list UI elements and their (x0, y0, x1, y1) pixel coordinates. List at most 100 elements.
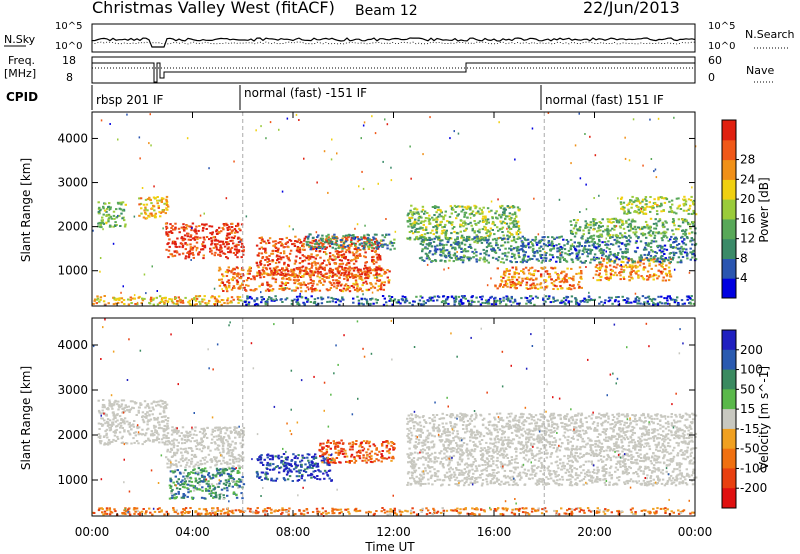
power-cell (554, 271, 557, 274)
power-cell (486, 241, 489, 244)
power-cell (581, 261, 584, 264)
power-cell (340, 272, 343, 275)
power-noise-cell (602, 303, 604, 306)
power-cell (574, 300, 578, 303)
power-cell (634, 241, 638, 244)
power-cell (522, 268, 525, 271)
velocity-cell (231, 467, 234, 470)
power-cell (656, 245, 659, 248)
power-cell (684, 234, 687, 237)
power-cell (658, 260, 661, 263)
power-cell (453, 246, 457, 249)
power-cell (660, 237, 664, 240)
power-cell (494, 301, 498, 304)
velocity-cell (225, 429, 229, 432)
power-cell (285, 278, 288, 280)
power-cell (102, 207, 105, 210)
power-cell (321, 267, 324, 270)
velocity-cell (180, 437, 184, 440)
power-cell (367, 271, 370, 274)
power-cell (296, 299, 299, 302)
power-cell (504, 208, 507, 211)
power-cell (532, 247, 535, 250)
power-cell (478, 239, 481, 242)
power-cell (604, 228, 607, 231)
power-cell (410, 204, 413, 207)
power-cell (615, 241, 618, 244)
power-cell (596, 267, 600, 270)
power-cell (490, 245, 493, 248)
power-cell (469, 208, 472, 211)
power-cell (118, 299, 121, 301)
power-cell (363, 234, 366, 237)
power-noise-cell (673, 116, 675, 119)
velocity-cell (227, 449, 230, 452)
power-cell (560, 301, 563, 304)
power-cell (335, 274, 339, 277)
freq-tick-bottom: 8 (66, 71, 73, 84)
power-cell (316, 254, 319, 257)
power-cell (268, 237, 272, 240)
power-cell (387, 233, 391, 236)
velocity-cell (239, 478, 242, 481)
velocity-cell (214, 448, 217, 451)
power-cell (558, 236, 561, 239)
power-cell (621, 257, 625, 260)
power-cell (494, 303, 498, 306)
power-cell (283, 261, 286, 264)
power-cell (565, 239, 568, 241)
power-cell (644, 207, 647, 210)
power-cell (647, 226, 650, 229)
power-cell (635, 231, 638, 234)
power-cell (461, 205, 464, 208)
power-cell (637, 299, 641, 302)
power-cell (352, 269, 356, 272)
power-cell (176, 300, 179, 303)
velocity-cell (229, 426, 232, 429)
velocity-cell (241, 456, 244, 459)
power-cell (592, 220, 595, 223)
power-cell (558, 248, 561, 251)
power-cell (445, 298, 449, 301)
power-cell (213, 297, 217, 300)
power-noise-cell (363, 121, 366, 124)
velocity-cell (182, 434, 186, 437)
power-cell (638, 258, 641, 261)
power-cell (281, 272, 285, 275)
power-cell (219, 268, 222, 271)
velocity-cell (238, 434, 242, 437)
velocity-cell (189, 440, 192, 443)
power-cell (490, 248, 493, 251)
power-cell (303, 302, 306, 305)
power-cell (564, 274, 567, 277)
power-cell (230, 246, 234, 249)
power-cell (512, 255, 516, 258)
power-cell (453, 303, 456, 306)
power-cell (458, 303, 462, 306)
power-cell (360, 273, 364, 276)
power-cell (318, 247, 322, 250)
power-cell (142, 216, 146, 219)
velocity-cell (226, 463, 229, 466)
power-cell (680, 261, 683, 264)
velocity-cell (222, 449, 225, 452)
power-cell (497, 229, 500, 232)
power-cell (355, 251, 358, 254)
power-cell (236, 251, 239, 254)
power-cell (473, 230, 476, 233)
power-noise-cell (286, 117, 289, 120)
power-cell (487, 243, 491, 246)
power-cell (499, 220, 502, 223)
power-cell (648, 274, 652, 277)
power-cell (673, 252, 676, 255)
power-cell (285, 255, 288, 258)
power-cell (348, 265, 351, 268)
power-cell (116, 297, 119, 300)
velocity-cell (200, 450, 204, 453)
velocity-cell (218, 451, 222, 454)
power-cell (528, 258, 531, 261)
power-cell (210, 237, 213, 240)
power-cell (294, 240, 297, 242)
power-cell (631, 277, 634, 280)
power-cell (649, 254, 653, 257)
